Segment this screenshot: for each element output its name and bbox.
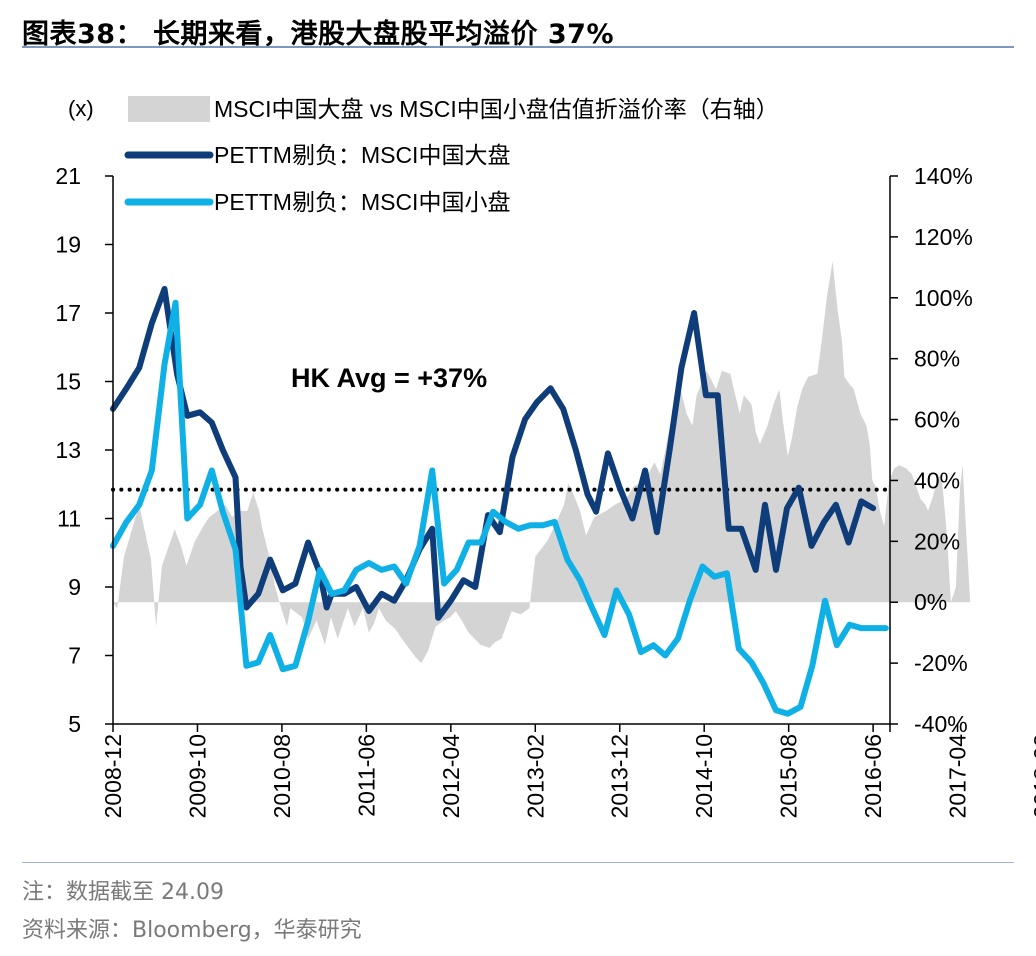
data-source: 资料来源：Bloomberg，华泰研究 (22, 918, 362, 943)
x-tick-label: 2018-02 (1029, 734, 1036, 818)
left-tick-label: 5 (68, 711, 81, 737)
left-tick-label: 7 (68, 643, 81, 669)
footer-divider (22, 862, 1014, 863)
right-tick-label: 140% (914, 163, 973, 189)
left-tick-label: 9 (68, 574, 81, 600)
x-tick-label: 2014-10 (691, 734, 717, 818)
title-divider (22, 46, 1014, 48)
right-tick-label: 60% (914, 407, 960, 433)
left-tick-label: 17 (55, 300, 81, 326)
x-tick-label: 2012-04 (438, 734, 464, 819)
x-tick-label: 2008-12 (100, 734, 126, 818)
right-tick-label: 20% (914, 528, 960, 554)
x-tick-label: 2017-04 (945, 734, 971, 819)
small-cap-pe-line (110, 299, 889, 717)
right-tick-label: -20% (914, 650, 968, 676)
x-tick-label: 2016-06 (860, 734, 886, 818)
right-tick-label: 80% (914, 346, 960, 372)
legend-label-small-cap: PETTM剔负：MSCI中国小盘 (214, 189, 510, 215)
x-tick-label: 2011-06 (353, 734, 379, 817)
left-tick-label: 21 (55, 163, 81, 189)
x-tick-label: 2013-12 (607, 734, 633, 818)
right-tick-label: 120% (914, 224, 973, 250)
right-tick-label: 40% (914, 467, 960, 493)
x-tick-label: 2015-08 (776, 734, 802, 818)
large-cap-pe-line (110, 286, 877, 621)
right-tick-label: 0% (914, 589, 947, 615)
left-tick-label: 11 (57, 506, 81, 532)
right-tick-label: 100% (914, 285, 973, 311)
data-cutoff-note: 注：数据截至 24.09 (22, 880, 224, 905)
legend-swatch-premium-area (128, 96, 210, 122)
legend-label-large-cap: PETTM剔负：MSCI中国大盘 (214, 142, 510, 168)
left-tick-label: 15 (55, 369, 81, 395)
hk-average-annotation: HK Avg = +37% (291, 363, 487, 393)
left-tick-label: 19 (55, 232, 81, 258)
x-tick-label: 2010-08 (269, 734, 295, 818)
valuation-premium-chart: 5 7 9 11 13 15 17 19 21 -40% -20% 0% 20% 40% 60% 80% 100… (55, 96, 1036, 819)
right-tick-label: -40% (914, 711, 968, 737)
legend-label-premium-area: MSCI中国大盘 vs MSCI中国小盘估值折溢价率（右轴） (214, 96, 779, 122)
x-tick-label: 2009-10 (185, 734, 211, 818)
left-tick-label: 13 (55, 437, 81, 463)
left-axis-unit-label: (x) (68, 96, 94, 121)
figure-title: 图表38： 长期来看，港股大盘股平均溢价 37% (22, 19, 614, 50)
x-tick-label: 2013-02 (522, 734, 548, 818)
